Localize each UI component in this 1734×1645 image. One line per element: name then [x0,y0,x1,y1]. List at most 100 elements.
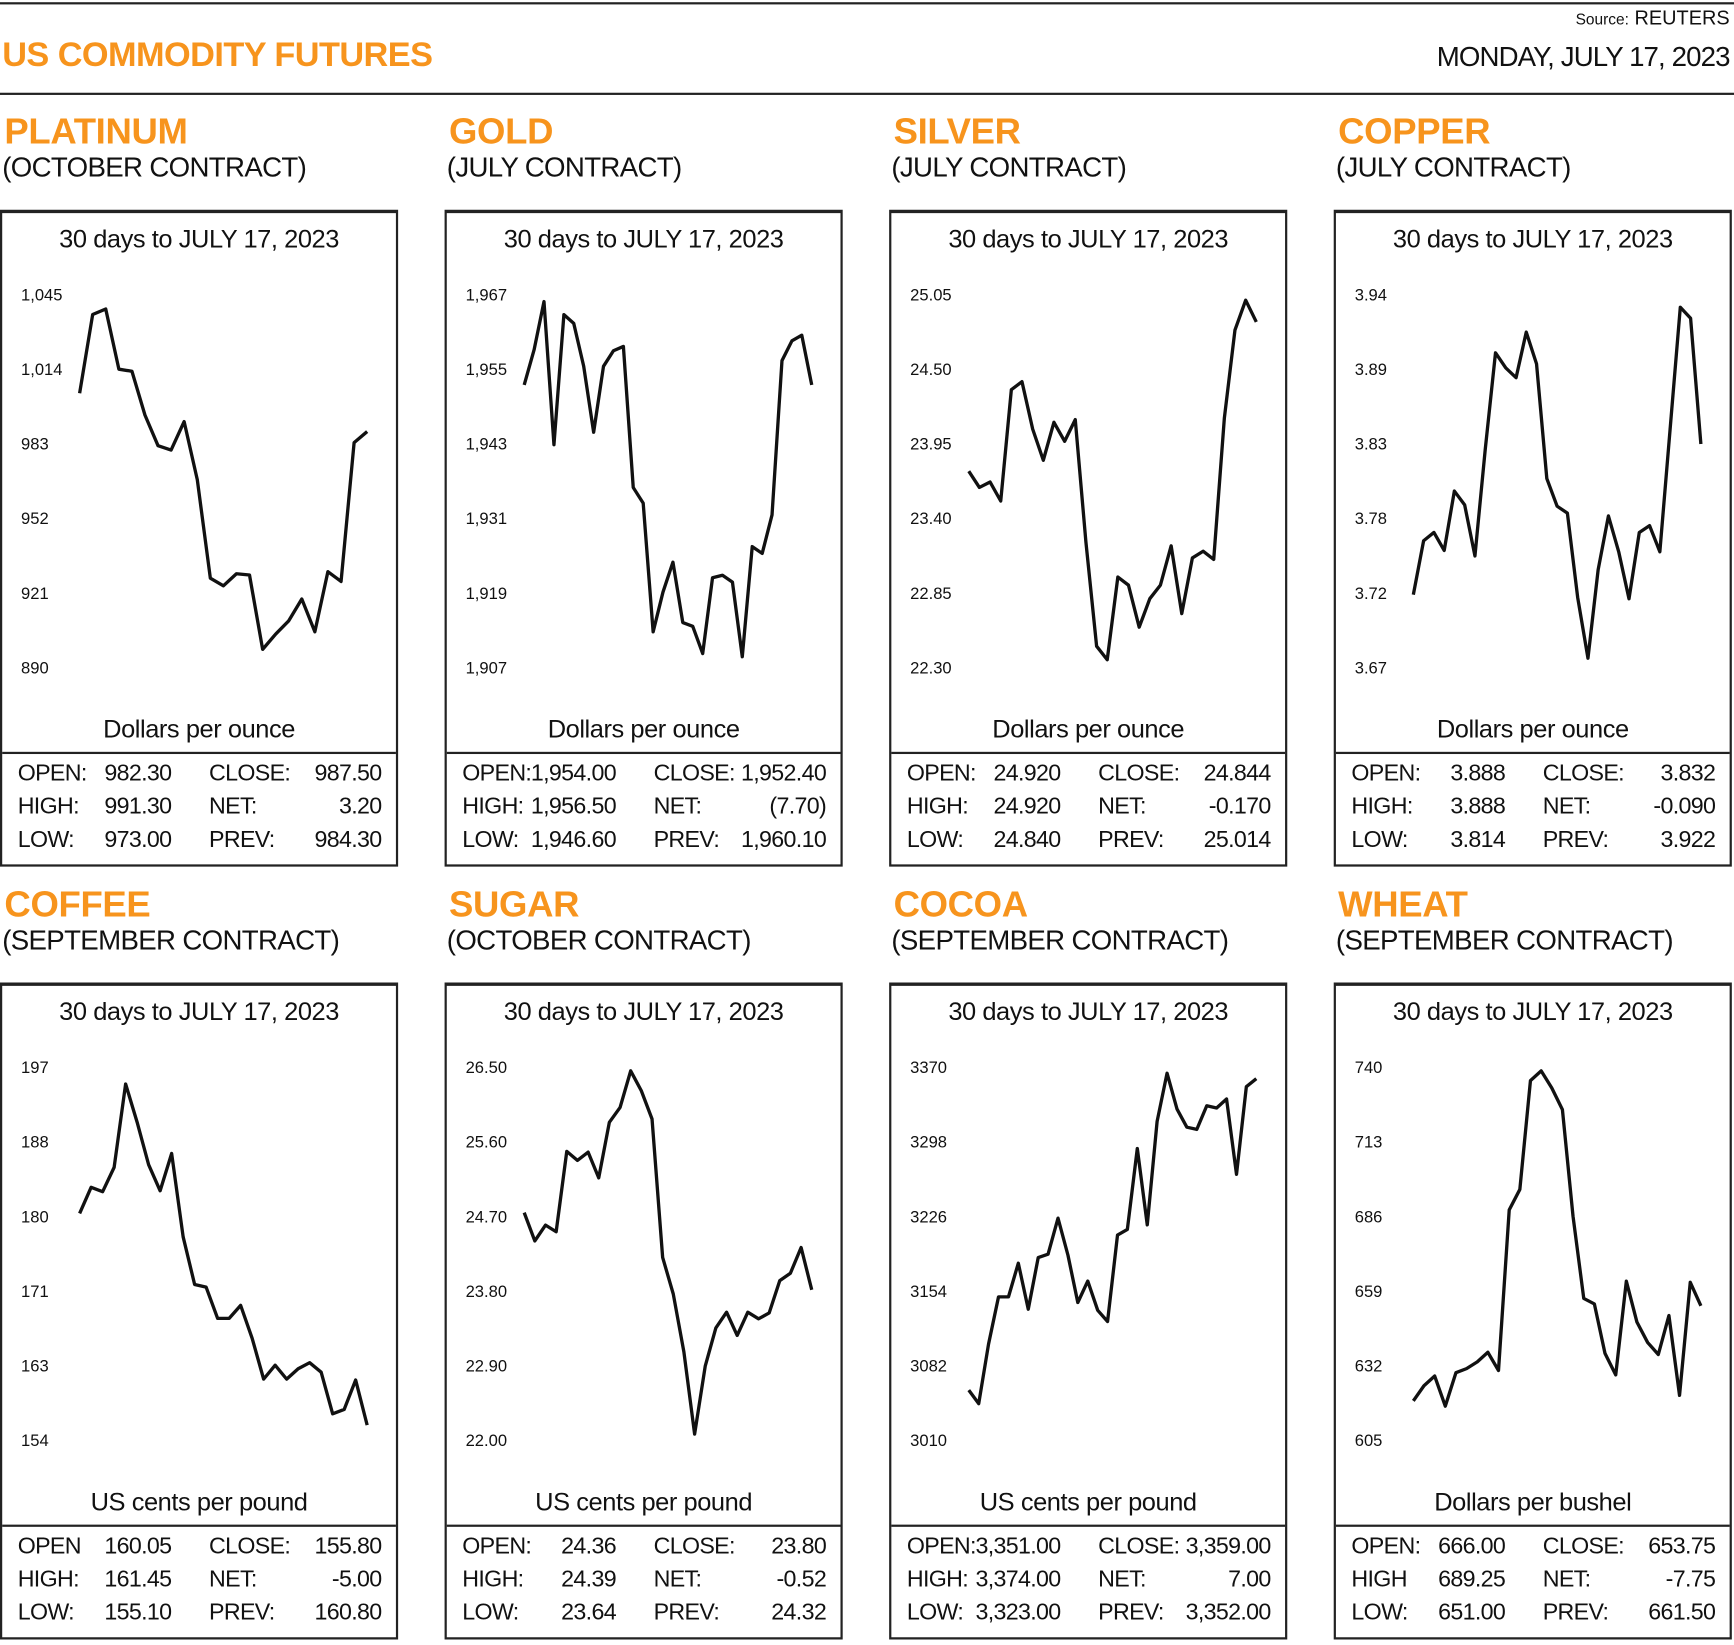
high-label: HIGH [1351,1566,1407,1592]
line-chart: 3.94 3.89 3.83 3.78 3.72 3.67 [1355,285,1703,677]
open-value: 1,954.00 [530,760,617,787]
y-tick-label: 3370 [910,1058,947,1077]
stats-row: OPEN: 24.36 CLOSE: 23.80 [447,1533,841,1566]
stats-row: OPEN 160.05 CLOSE: 155.80 [2,1533,396,1566]
net-label: NET: [1542,1566,1591,1592]
open-label: OPEN: [462,760,532,787]
high-value: 24.39 [561,1566,616,1592]
high-label: HIGH: [462,793,524,820]
page-title: US COMMODITY FUTURES [2,35,433,74]
high-value: 991.30 [104,793,172,820]
y-tick-label: 171 [21,1282,49,1301]
line-chart: 25.05 24.50 23.95 23.40 22.85 22.30 [910,285,1258,677]
series-line [77,307,369,652]
y-tick-label: 1,955 [466,360,507,379]
open-label: OPEN: [906,1533,977,1559]
contract-label: (OCTOBER CONTRACT) [446,925,752,957]
chart-box: 30 days to JULY 17, 2023 197 188 180 171 163… [0,982,399,1640]
stats-row: LOW: 24.840 PREV: 25.014 [891,827,1285,860]
report-date: MONDAY, JULY 17, 2023 [1436,41,1731,73]
commodity-name: COCOA [893,883,1029,925]
prev-label: PREV: [1098,1599,1164,1626]
close-value: 653.75 [1648,1533,1716,1559]
divider [1335,751,1730,755]
high-label: HIGH: [17,1566,80,1592]
y-tick-label: 3010 [910,1431,947,1450]
close-label: CLOSE: [653,1533,736,1559]
close-value: 24.844 [1203,760,1272,787]
y-tick-label: 22.30 [910,658,951,677]
stats-row: HIGH: 1,956.50 NET: (7.70) [447,794,841,827]
chart-box: 30 days to JULY 17, 2023 3.94 3.89 3.83 3.7… [1333,209,1732,867]
net-label: NET: [1542,793,1591,820]
chart-box: 30 days to JULY 17, 2023 740 713 686 659 632… [1333,982,1732,1640]
prev-value: 984.30 [314,826,382,853]
stats-row: OPEN: 3.888 CLOSE: 3.832 [1336,761,1730,794]
y-tick-label: 3082 [910,1357,947,1376]
low-value: 3,323.00 [975,1599,1061,1626]
high-value: 3.888 [1450,793,1506,820]
high-value: 161.45 [104,1566,172,1592]
series-line [1411,305,1703,660]
high-label: HIGH: [462,1566,524,1592]
header-rule [0,92,1734,95]
prev-value: 24.32 [771,1599,827,1626]
y-tick-label: 1,943 [466,435,507,454]
open-value: 666.00 [1438,1533,1506,1559]
chart-box: 30 days to JULY 17, 2023 3370 3298 3226 315… [889,982,1288,1640]
y-tick-label: 1,014 [21,360,62,379]
commodity-name: SILVER [893,110,1021,152]
y-tick-label: 23.95 [910,435,951,454]
divider [1335,1524,1730,1527]
y-tick-label: 1,045 [21,285,62,304]
stats-row: HIGH: 24.920 NET: -0.170 [891,794,1285,827]
low-value: 651.00 [1438,1599,1506,1626]
y-tick-label: 180 [21,1207,49,1226]
low-label: LOW: [1351,826,1408,853]
chart-title: 30 days to JULY 17, 2023 [1392,996,1673,1026]
top-rule [0,2,1734,5]
net-value: -0.090 [1653,793,1716,820]
commodity-name: WHEAT [1338,883,1468,925]
divider [446,751,841,755]
source-value: REUTERS [1634,6,1730,29]
stats-row: HIGH: 3.888 NET: -0.090 [1336,794,1730,827]
contract-label: (SEPTEMBER CONTRACT) [2,925,340,957]
stats-row: LOW: 973.00 PREV: 984.30 [2,827,396,860]
stats-row: OPEN: 1,954.00 CLOSE: 1,952.40 [447,761,841,794]
net-value: -7.75 [1665,1566,1716,1592]
y-tick-label: 23.40 [910,509,951,528]
close-value: 987.50 [314,760,382,787]
net-label: NET: [209,1566,257,1592]
prev-label: PREV: [209,826,275,853]
y-tick-label: 188 [21,1133,49,1152]
open-label: OPEN: [462,1533,532,1559]
open-value: 3,351.00 [975,1533,1061,1559]
price-stats: OPEN: 24.36 CLOSE: 23.80 HIGH: 24.39 NET… [447,1533,841,1632]
commodity-name: COFFEE [4,883,151,925]
y-tick-label: 22.00 [466,1431,507,1450]
close-label: CLOSE: [1542,1533,1625,1559]
y-tick-label: 3.78 [1355,509,1387,528]
net-value: -0.52 [776,1566,827,1592]
open-value: 982.30 [104,760,172,787]
price-stats: OPEN 160.05 CLOSE: 155.80 HIGH: 161.45 N… [2,1533,396,1632]
close-label: CLOSE: [1098,1533,1180,1559]
stats-row: LOW: 1,946.60 PREV: 1,960.10 [447,827,841,860]
prev-label: PREV: [653,1599,720,1626]
chart-title: 30 days to JULY 17, 2023 [59,996,339,1026]
y-tick-label: 1,907 [466,658,507,677]
y-tick-label: 890 [21,658,49,677]
close-value: 3,359.00 [1185,1533,1272,1559]
close-label: CLOSE: [653,760,736,787]
open-value: 3.888 [1450,760,1506,787]
y-tick-label: 1,919 [466,584,507,603]
price-stats: OPEN: 24.920 CLOSE: 24.844 HIGH: 24.920 … [891,761,1285,860]
y-tick-label: 25.05 [910,285,951,304]
low-value: 23.64 [561,1599,616,1626]
prev-label: PREV: [653,826,720,853]
series-line [522,1069,814,1436]
y-axis-unit-label: US cents per pound [535,1487,753,1516]
close-label: CLOSE: [1098,760,1180,787]
low-label: LOW: [462,1599,519,1626]
